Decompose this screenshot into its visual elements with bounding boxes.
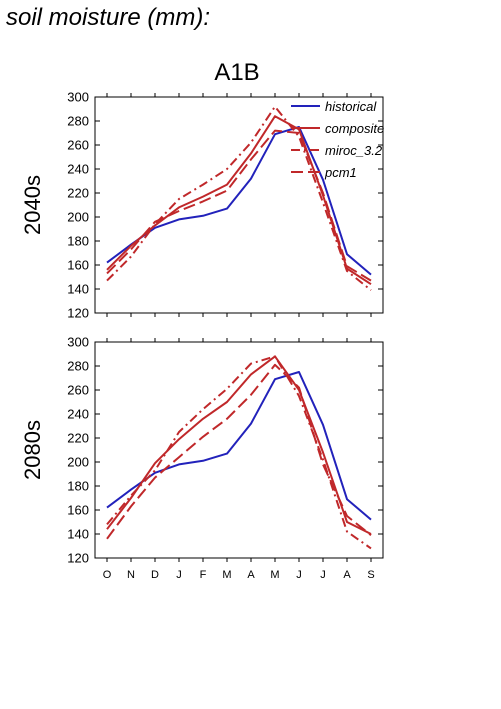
chart-panel-2080s: 120 140 160 180 200 220 240 260 280 300 O N D J F M A M J J… [20,335,384,581]
row-label: 2080s [20,420,45,480]
y-tick-label: 140 [67,282,89,297]
y-tick-label: 240 [67,162,89,177]
y-tick-label: 260 [67,383,89,398]
plot-frame [94,96,384,314]
y-tick-label: 220 [67,186,89,201]
x-tick-label: A [247,569,255,581]
x-tick-label: J [296,569,302,581]
y-tick-label: 160 [67,258,89,273]
y-tick-label: 280 [67,114,89,129]
x-tick-label: O [103,569,112,581]
x-tick-label: M [222,569,231,581]
row-label: 2040s [20,175,45,235]
x-tick-label: M [270,569,279,581]
scenario-title: A1B [214,59,259,86]
y-tick-label: 200 [67,455,89,470]
legend: historical composite miroc_3.2 pcm1 [291,99,384,180]
x-tick-label: J [176,569,182,581]
series-line-composite [106,355,372,535]
y-tick-label: 160 [67,503,89,518]
legend-label-historical: historical [325,99,377,114]
x-tick-label: N [127,569,135,581]
chart-panel-2040s: 120 140 160 180 200 220 240 260 280 300 2040s histo… [20,90,384,321]
x-tick-label: S [367,569,374,581]
x-tick-label: F [200,569,207,581]
legend-label-composite: composite [325,121,384,136]
y-tick-label: 120 [67,551,89,566]
x-tick-label: A [343,569,351,581]
y-tick-label: 280 [67,359,89,374]
y-tick-label: 180 [67,479,89,494]
y-tick-label: 120 [67,306,89,321]
x-tick-label: D [151,569,159,581]
y-tick-label: 140 [67,527,89,542]
plot-frame [94,341,384,559]
page-title: soil moisture (mm): [6,4,211,31]
y-tick-label: 220 [67,431,89,446]
y-tick-label: 260 [67,138,89,153]
series-line-miroc_3.2 [106,105,372,291]
x-tick-label: J [320,569,326,581]
series-line-historical [106,126,372,276]
series-line-pcm1 [106,129,372,282]
series-line-pcm1 [106,363,372,540]
series-line-composite [106,115,372,286]
series-line-historical [106,371,372,521]
legend-label-miroc_3.2: miroc_3.2 [325,143,383,158]
y-tick-label: 180 [67,234,89,249]
y-tick-label: 200 [67,210,89,225]
legend-label-pcm1: pcm1 [324,165,357,180]
y-tick-label: 300 [67,90,89,105]
y-tick-label: 300 [67,335,89,350]
y-tick-label: 240 [67,407,89,422]
